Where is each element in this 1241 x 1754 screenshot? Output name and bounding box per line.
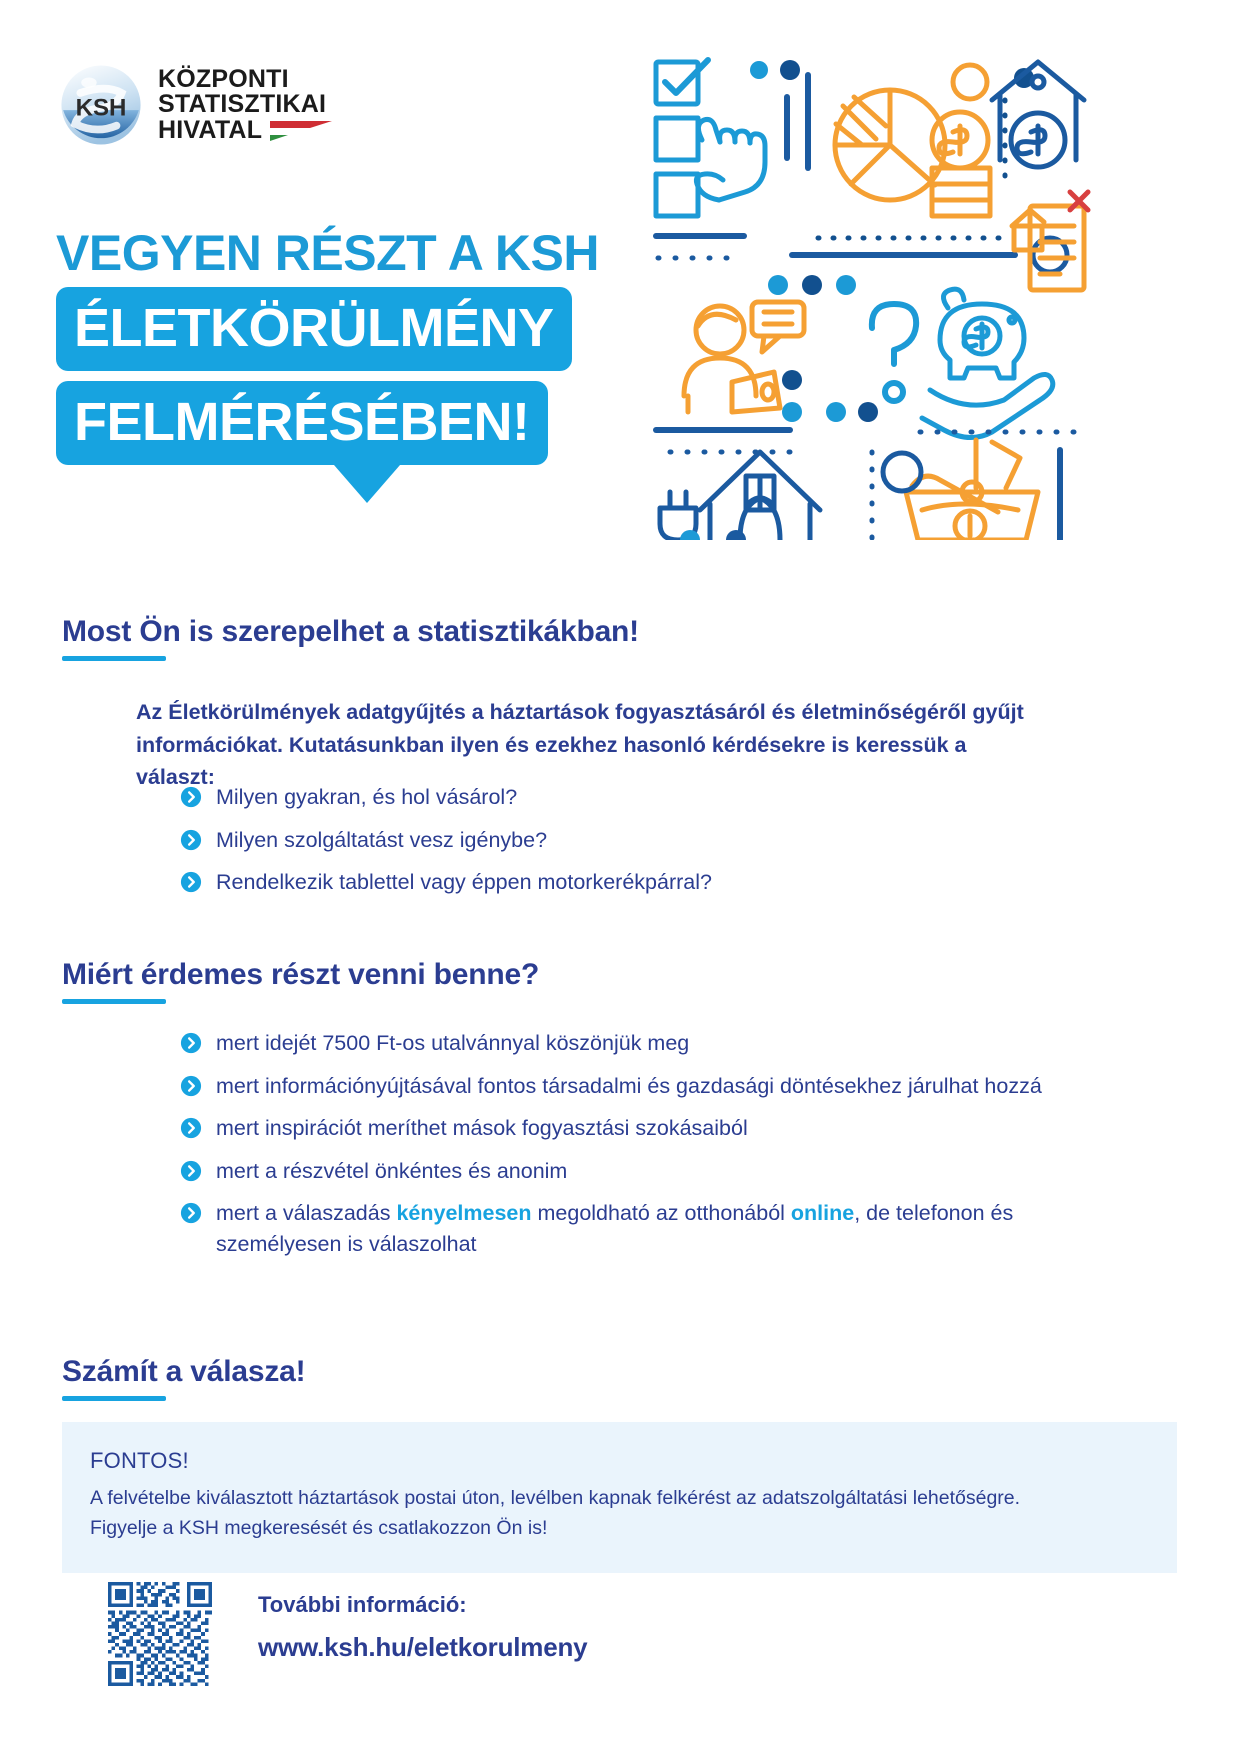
circle-dot-icon	[1014, 68, 1034, 88]
logo-ksh-text: KSH	[76, 94, 127, 121]
important-title: FONTOS!	[90, 1448, 189, 1473]
checklist-icon	[653, 57, 711, 219]
reason-text-suffix: , de telefonon és személyesen is válaszo…	[216, 1201, 1014, 1256]
circle-dot-icon	[680, 530, 700, 540]
question-text: Milyen szolgáltatást vesz igénybe?	[216, 827, 548, 852]
reason-text: mert a részvétel önkéntes és anonim	[216, 1158, 568, 1183]
shopping-basket-with-money-icon	[903, 437, 1041, 540]
logo-line-kozponti: KÖZPONTI	[158, 64, 289, 93]
qr-code-icon[interactable]	[108, 1582, 212, 1686]
logo-line-statisztikai: STATISZTIKAI	[158, 90, 327, 119]
circle-dot-icon	[782, 402, 802, 422]
section-heading-szamit-a-valasza: Számít a válasza!	[62, 1355, 306, 1388]
pointing-hand-cursor-icon	[693, 117, 768, 203]
speech-bubble-tail-icon	[334, 465, 400, 503]
person-with-speech-bubble-icon	[681, 299, 807, 415]
reason-text: mert inspirációt meríthet mások fogyaszt…	[216, 1116, 748, 1141]
section-heading-miert-erdemes: Miért érdemes részt venni benne?	[62, 958, 540, 991]
piggy-bank-on-hand-icon	[919, 286, 1056, 440]
close-x-icon	[1067, 189, 1091, 213]
footer-label: További információ:	[258, 1592, 467, 1617]
footer-info: További információ: www.ksh.hu/eletkorul…	[258, 1592, 588, 1663]
section-rule-2	[62, 999, 166, 1004]
reasons-list: mert idejét 7500 Ft-os utalvánnyal köszö…	[160, 1028, 1060, 1271]
section-rule-1	[62, 656, 166, 661]
footer-url[interactable]: www.ksh.hu/eletkorulmeny	[258, 1632, 588, 1662]
small-house-icon	[1009, 207, 1047, 253]
circle-outline-icon	[950, 62, 990, 102]
headline-block: VEGYEN RÉSZT A KSH ÉLETKÖRÜLMÉNY FELMÉRÉ…	[56, 225, 696, 503]
circle-dot-icon	[780, 60, 800, 80]
headline-line-3: FELMÉRÉSÉBEN!	[56, 381, 548, 503]
list-item: Milyen szolgáltatást vesz igénybe?	[160, 825, 1020, 856]
list-item: mert a részvétel önkéntes és anonim	[160, 1156, 1060, 1187]
chevron-right-circle-icon	[180, 1075, 202, 1096]
circle-dot-icon	[826, 402, 846, 422]
ksh-sphere-logo-icon: KSH	[61, 65, 141, 145]
section-rule-3	[62, 1396, 166, 1401]
reason-text: mert információnyújtásával fontos társad…	[216, 1073, 1042, 1098]
survey-illustration	[653, 57, 1091, 540]
circle-dot-icon	[782, 370, 802, 390]
chevron-right-circle-icon	[180, 1202, 202, 1224]
reason-text-prefix: mert a válaszadás	[216, 1201, 397, 1226]
list-item: mert a válaszadás kényelmesen megoldható…	[160, 1198, 1060, 1259]
chevron-right-circle-icon	[180, 1032, 202, 1054]
circle-dot-icon	[858, 402, 878, 422]
circle-dot-icon	[750, 61, 768, 79]
ksh-logo: KSH KÖZPONTI STATISZTIKAI HIVATAL	[58, 62, 334, 148]
headline-line-2: ÉLETKÖRÜLMÉNY	[56, 287, 572, 371]
reason-text-middle: megoldható az otthonából	[531, 1201, 791, 1226]
dotted-line	[667, 429, 1083, 540]
pie-chart-icon	[832, 87, 948, 203]
question-text: Milyen gyakran, és hol vásárol?	[216, 785, 518, 809]
questions-list: Milyen gyakran, és hol vásárol? Milyen s…	[160, 782, 1020, 910]
list-item: mert információnyújtásával fontos társad…	[160, 1071, 1060, 1102]
intro-paragraph: Az Életkörülmények adatgyűjtés a háztart…	[136, 700, 1024, 790]
section-heading-most-on-is: Most Ön is szerepelhet a statisztikákban…	[62, 615, 639, 648]
question-text: Rendelkezik tablettel vagy éppen motorke…	[216, 870, 712, 895]
important-line-2: Figyelje a KSH megkeresését és csatlakoz…	[90, 1516, 548, 1539]
important-info-box: FONTOS! A felvételbe kiválasztott háztar…	[62, 1422, 1177, 1574]
money-bag-dollar-icon	[737, 495, 783, 540]
ksh-wordmark: KÖZPONTI STATISZTIKAI HIVATAL	[158, 64, 334, 144]
hungarian-flag-icon	[270, 120, 333, 141]
headline-line-1: VEGYEN RÉSZT A KSH	[56, 225, 599, 281]
chevron-right-circle-icon	[180, 786, 202, 808]
circle-dot-icon	[802, 275, 822, 295]
circle-dot-icon	[836, 275, 856, 295]
question-mark-icon	[868, 301, 920, 404]
circle-outline-icon	[880, 450, 924, 494]
logo-line-hivatal: HIVATAL	[158, 115, 263, 144]
reason-highlight-kenyelmesen: kényelmesen	[396, 1201, 532, 1226]
house-with-dollar-icon	[989, 59, 1087, 170]
circle-dot-icon	[726, 530, 746, 540]
chevron-right-circle-icon	[180, 1117, 202, 1139]
circle-dot-icon	[768, 275, 788, 295]
list-item: mert inspirációt meríthet mások fogyaszt…	[160, 1113, 1060, 1144]
list-item: Milyen gyakran, és hol vásárol?	[160, 782, 1020, 813]
headline-line-3-text: FELMÉRÉSÉBEN!	[74, 392, 530, 452]
dotted-line	[815, 97, 1013, 241]
list-item: Rendelkezik tablettel vagy éppen motorke…	[160, 867, 1020, 898]
coin-stack-dollar-icon	[929, 109, 993, 219]
chevron-right-circle-icon	[180, 829, 202, 850]
reason-text: mert idejét 7500 Ft-os utalvánnyal köszö…	[216, 1031, 690, 1055]
list-item: mert idejét 7500 Ft-os utalvánnyal köszö…	[160, 1028, 1060, 1059]
chevron-right-circle-icon	[180, 1160, 202, 1181]
chevron-right-circle-icon	[180, 871, 202, 893]
reason-highlight-online: online	[790, 1201, 855, 1226]
important-line-1: A felvételbe kiválasztott háztartások po…	[90, 1487, 1021, 1509]
